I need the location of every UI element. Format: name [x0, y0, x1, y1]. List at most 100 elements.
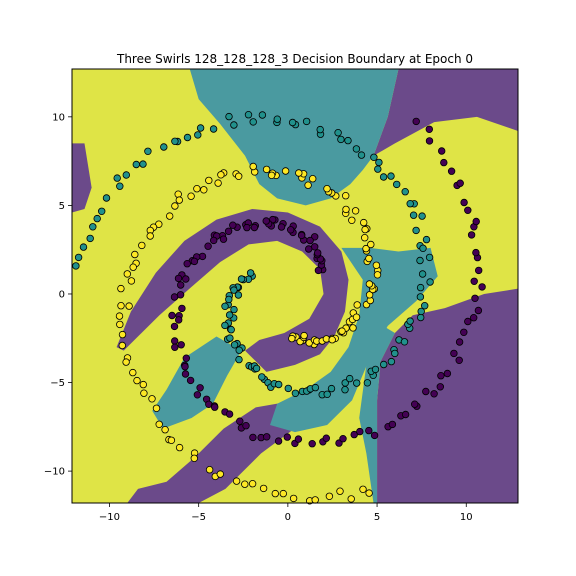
point-class-0 — [365, 426, 373, 435]
point-class-0 — [447, 167, 456, 175]
point-class-0 — [225, 410, 234, 418]
point-class-1 — [235, 355, 243, 364]
point-class-0 — [229, 221, 237, 229]
point-class-1 — [406, 317, 414, 325]
point-class-0 — [196, 384, 204, 392]
point-class-0 — [460, 198, 468, 207]
point-class-2 — [129, 368, 137, 377]
point-class-1 — [196, 124, 205, 132]
point-class-1 — [249, 118, 257, 126]
point-class-2 — [352, 313, 361, 321]
point-class-1 — [230, 305, 238, 314]
point-class-1 — [416, 293, 425, 301]
point-class-1 — [225, 295, 233, 304]
point-class-0 — [249, 433, 257, 442]
point-class-2 — [140, 389, 148, 397]
x-tick-label: −5 — [191, 512, 206, 523]
point-class-0 — [455, 338, 464, 346]
plot-area — [71, 68, 519, 505]
point-class-2 — [155, 420, 163, 428]
point-class-0 — [388, 420, 397, 429]
point-class-0 — [460, 328, 468, 336]
point-class-1 — [258, 373, 266, 381]
point-class-2 — [349, 324, 357, 332]
point-class-2 — [249, 162, 257, 171]
point-class-2 — [279, 489, 287, 498]
point-class-1 — [221, 321, 229, 330]
point-class-1 — [139, 160, 147, 168]
point-class-1 — [393, 180, 401, 189]
point-class-2 — [117, 284, 125, 293]
point-class-2 — [118, 330, 127, 339]
point-class-1 — [323, 390, 331, 398]
point-class-1 — [291, 389, 300, 397]
point-class-0 — [436, 383, 444, 391]
point-class-1 — [416, 283, 425, 292]
point-class-1 — [113, 174, 121, 182]
point-class-2 — [214, 179, 222, 187]
point-class-1 — [352, 145, 361, 153]
point-class-0 — [171, 343, 179, 351]
point-class-1 — [74, 253, 83, 262]
point-class-1 — [421, 302, 429, 310]
point-class-0 — [209, 236, 218, 245]
point-class-2 — [342, 191, 350, 200]
point-class-2 — [193, 184, 201, 193]
point-class-0 — [305, 245, 313, 253]
point-class-1 — [132, 160, 140, 169]
point-class-0 — [170, 293, 179, 301]
point-class-0 — [443, 369, 452, 378]
point-class-1 — [116, 182, 124, 190]
data-points — [72, 110, 486, 505]
point-class-2 — [328, 336, 336, 344]
point-class-2 — [167, 436, 176, 444]
point-class-1 — [409, 211, 418, 219]
y-tick-label: 5 — [59, 201, 65, 212]
point-class-2 — [338, 327, 346, 335]
point-class-0 — [176, 291, 185, 299]
plot-frame — [71, 68, 519, 504]
point-class-1 — [418, 270, 427, 278]
point-class-1 — [379, 173, 388, 181]
point-class-2 — [325, 492, 334, 500]
point-class-2 — [171, 202, 179, 210]
point-class-0 — [425, 137, 434, 145]
point-class-0 — [297, 231, 306, 240]
point-class-0 — [186, 376, 195, 385]
point-class-1 — [380, 360, 388, 369]
y-tick-label: −10 — [44, 467, 65, 478]
point-class-0 — [456, 179, 464, 187]
point-class-0 — [263, 433, 271, 441]
point-class-2 — [217, 171, 225, 179]
point-class-1 — [406, 199, 414, 208]
point-class-1 — [337, 135, 345, 144]
point-class-0 — [350, 430, 358, 439]
point-class-2 — [161, 426, 169, 434]
point-class-0 — [464, 317, 472, 326]
point-class-2 — [205, 176, 213, 185]
x-tick-label: 5 — [374, 512, 380, 523]
point-class-1 — [252, 364, 261, 373]
point-class-0 — [181, 363, 189, 371]
point-class-0 — [277, 223, 286, 231]
point-class-2 — [165, 212, 174, 220]
point-class-2 — [241, 480, 249, 488]
point-class-2 — [116, 320, 124, 329]
point-class-0 — [308, 440, 316, 448]
point-class-0 — [178, 304, 186, 313]
point-class-0 — [472, 248, 480, 257]
point-class-0 — [322, 434, 330, 442]
point-class-1 — [144, 147, 152, 155]
point-class-0 — [314, 266, 323, 275]
point-class-1 — [258, 111, 267, 119]
point-class-0 — [182, 354, 190, 362]
point-class-1 — [230, 121, 238, 129]
point-class-1 — [375, 158, 383, 167]
point-class-0 — [170, 337, 179, 345]
point-class-1 — [357, 151, 366, 159]
point-class-0 — [440, 158, 448, 167]
point-class-0 — [250, 223, 259, 232]
point-class-1 — [341, 379, 349, 387]
point-class-0 — [370, 431, 379, 440]
y-tick-label: 10 — [52, 112, 65, 123]
